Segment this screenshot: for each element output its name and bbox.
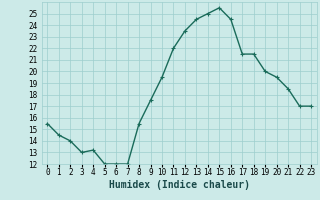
X-axis label: Humidex (Indice chaleur): Humidex (Indice chaleur) [109,180,250,190]
